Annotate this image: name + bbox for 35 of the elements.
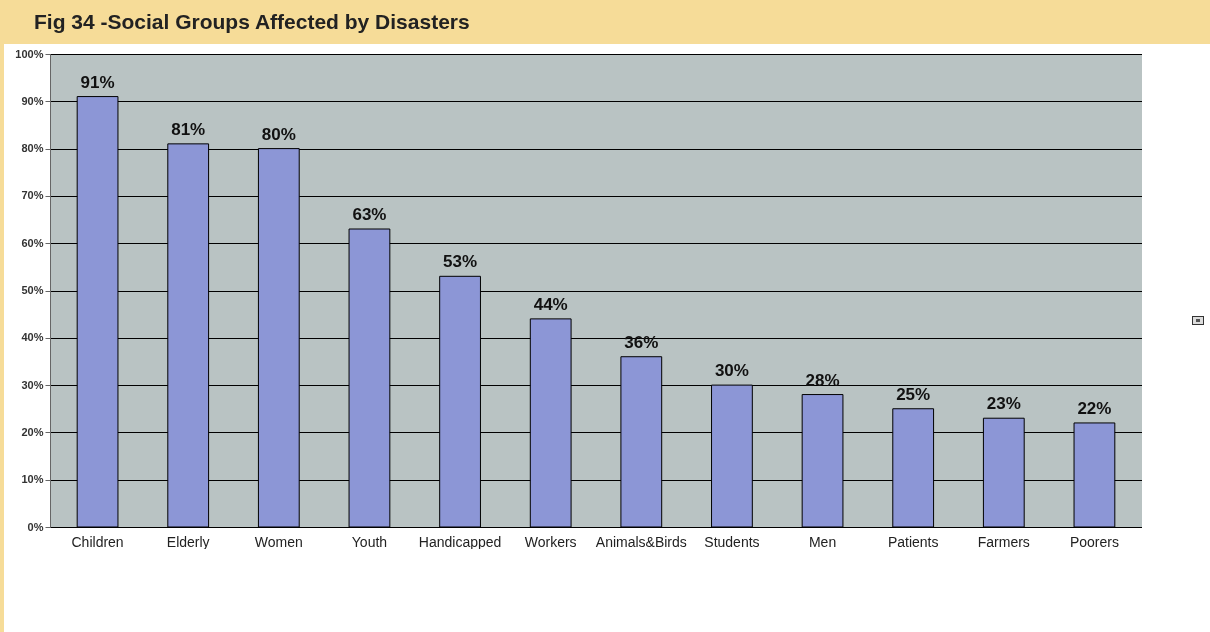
- x-tick-label: Poorers: [1069, 533, 1119, 550]
- x-tick-label: Elderly: [166, 533, 210, 550]
- y-tick-label: 20%: [21, 425, 44, 438]
- x-tick-label: Animals&Birds: [595, 533, 687, 550]
- y-tick-label: 70%: [21, 189, 44, 202]
- y-tick-label: 40%: [21, 331, 44, 344]
- data-label: 30%: [714, 361, 749, 381]
- data-label: 44%: [533, 294, 568, 314]
- y-tick-label: 10%: [21, 473, 44, 486]
- chart-title: Fig 34 -Social Groups Affected by Disasters: [4, 0, 1210, 44]
- data-label: 23%: [986, 394, 1021, 414]
- y-tick-label: 50%: [21, 284, 44, 296]
- data-label: 25%: [896, 384, 931, 404]
- x-tick-label: Patients: [887, 533, 939, 550]
- x-tick-label: Women: [254, 533, 303, 550]
- y-tick-label: 90%: [21, 94, 44, 107]
- x-tick-label: Men: [808, 533, 837, 550]
- x-tick-label: Farmers: [977, 533, 1030, 550]
- data-label: 80%: [261, 124, 296, 144]
- y-tick-label: 80%: [21, 142, 44, 155]
- x-tick-label: Youth: [351, 533, 388, 550]
- data-label: 91%: [80, 72, 115, 92]
- x-tick-label: Students: [704, 533, 760, 550]
- y-tick-label: 60%: [21, 236, 44, 249]
- x-tick-label: Workers: [524, 533, 577, 550]
- y-tick-label: 100%: [15, 47, 44, 60]
- data-label: 81%: [171, 119, 206, 139]
- data-label: 63%: [352, 205, 387, 225]
- data-label: 53%: [443, 252, 478, 272]
- y-tick-label: 0%: [27, 520, 44, 533]
- x-tick-label: Handicapped: [418, 533, 502, 550]
- y-tick-label: 30%: [21, 378, 44, 391]
- data-label: 28%: [805, 370, 840, 390]
- data-label: 22%: [1077, 398, 1112, 418]
- x-tick-label: Children: [71, 533, 124, 550]
